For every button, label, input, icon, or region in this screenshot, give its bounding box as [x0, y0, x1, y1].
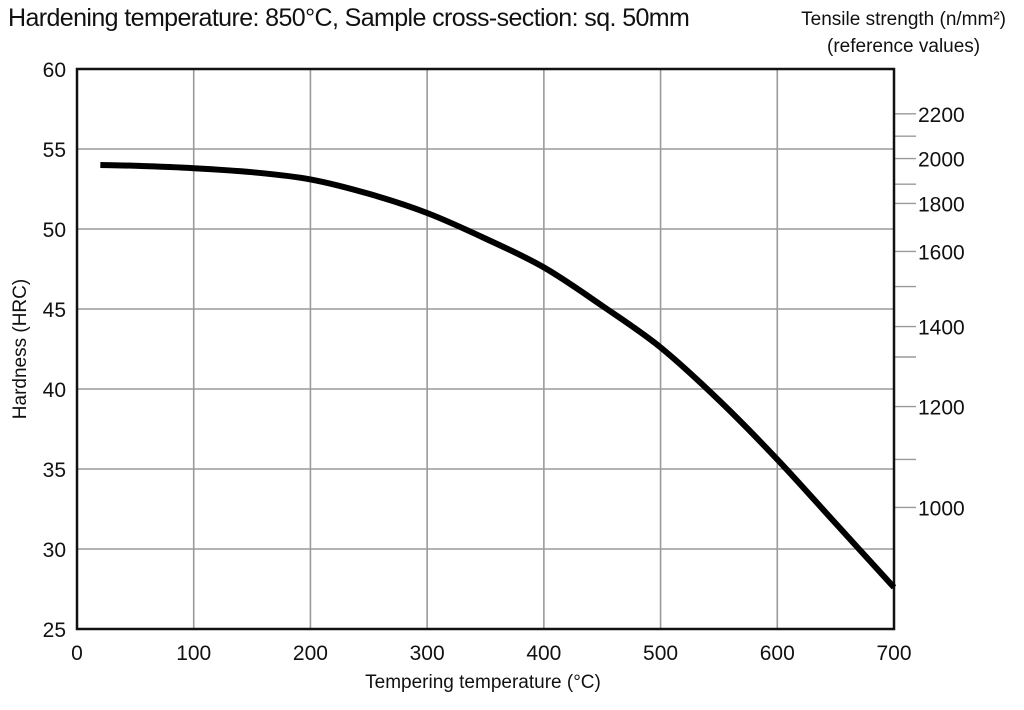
secondary-axis-tick-label: 1600	[918, 241, 965, 264]
x-tick-label: 600	[760, 642, 795, 665]
x-tick-label: 0	[71, 642, 83, 665]
y-tick-label: 30	[43, 539, 66, 562]
x-tick-label: 200	[293, 642, 328, 665]
y-tick-label: 45	[43, 299, 66, 322]
x-tick-label: 300	[410, 642, 445, 665]
x-tick-label: 500	[643, 642, 678, 665]
plot-frame	[75, 67, 896, 631]
secondary-axis-label: Tensile strength (n/mm²)	[801, 9, 1006, 30]
y-tick-label: 40	[43, 379, 66, 402]
y-tick-label: 60	[43, 59, 66, 82]
hardness-curve	[100, 162, 897, 590]
grid-lines	[77, 69, 894, 629]
x-axis-label: Tempering temperature (°C)	[365, 672, 601, 693]
secondary-axis-tick-label: 2200	[918, 104, 965, 127]
secondary-axis-tick-label: 1200	[918, 397, 965, 420]
x-tick-label: 400	[526, 642, 561, 665]
x-tick-label: 100	[176, 642, 211, 665]
y-axis-tick-labels: 25 30 35 40 45 50 55 60	[43, 59, 66, 642]
x-axis-tick-labels: 0 100 200 300 400 500 600 700	[71, 642, 911, 665]
y-tick-label: 50	[43, 219, 66, 242]
secondary-axis-ticks: 2200 2000 1800 1600 1400 1200 1000	[894, 104, 965, 520]
secondary-axis-tick-label: 1000	[918, 497, 965, 520]
secondary-axis-tick-label: 1400	[918, 317, 965, 340]
secondary-axis-title: Tensile strength (n/mm²) (reference valu…	[801, 6, 1006, 60]
x-tick-label: 700	[876, 642, 911, 665]
y-tick-label: 25	[43, 619, 66, 642]
secondary-axis-tick-label: 1800	[918, 193, 965, 216]
chart-title: Hardening temperature: 850°C, Sample cro…	[8, 4, 690, 32]
secondary-axis-tick-label: 2000	[918, 149, 965, 172]
y-tick-label: 55	[43, 139, 66, 162]
secondary-axis-note: (reference values)	[827, 36, 981, 57]
y-tick-label: 35	[43, 459, 66, 482]
